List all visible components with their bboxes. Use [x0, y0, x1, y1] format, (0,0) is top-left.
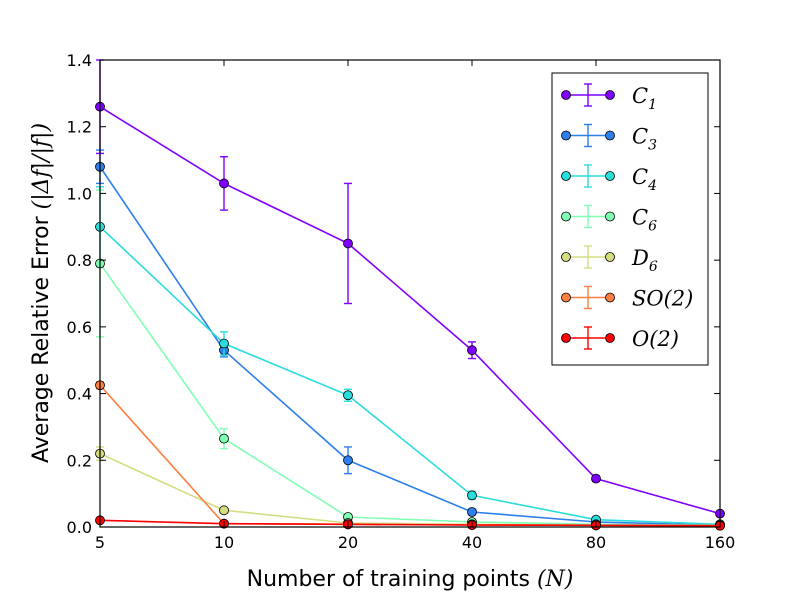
legend-entry: C4	[561, 164, 657, 194]
legend-marker	[605, 333, 615, 343]
x-tick-label: 10	[214, 533, 234, 552]
legend-label-main: O	[632, 327, 649, 351]
legend-label-sub: 6	[648, 219, 657, 235]
y-tick-label: 0.2	[67, 451, 92, 470]
legend-entry: C3	[561, 123, 657, 154]
x-axis-title: Number of training points (N)	[247, 567, 574, 592]
legend-label-main: C	[632, 165, 648, 189]
x-tick-label: 5	[95, 533, 105, 552]
legend-label-sub: 1	[648, 97, 657, 113]
y-tick-label: 0.4	[67, 385, 92, 404]
x-tick-label: 40	[462, 533, 482, 552]
y-tick-label: 0.0	[67, 518, 92, 537]
legend-entry: C1	[561, 83, 657, 113]
legend-label-main: C	[632, 125, 648, 149]
series-c1	[95, 59, 725, 519]
legend-label: C4	[632, 165, 657, 194]
legend-label-sub: 4	[647, 178, 657, 194]
series-line	[99, 166, 721, 527]
y-tick-label: 1.2	[67, 118, 92, 137]
data-point	[219, 505, 229, 516]
legend-label: C6	[632, 206, 657, 235]
data-point	[467, 345, 477, 356]
legend-label-main: C	[632, 84, 648, 108]
legend-label-main: C	[632, 206, 648, 230]
data-point	[467, 507, 477, 517]
y-tick-label: 1.0	[67, 184, 92, 203]
legend-marker	[561, 211, 571, 222]
legend-label: C1	[632, 84, 657, 113]
series-line	[99, 106, 721, 515]
data-point	[343, 390, 353, 401]
x-tick-label: 20	[338, 533, 358, 552]
series-line	[99, 263, 721, 527]
data-point	[219, 433, 229, 444]
plot-frame	[99, 59, 721, 528]
legend-label-sub: 3	[648, 138, 657, 154]
series-line	[99, 226, 721, 526]
legend-label-tail: (2)	[649, 327, 679, 351]
legend-marker	[561, 333, 571, 343]
data-point	[343, 238, 353, 249]
legend-label: C3	[632, 125, 657, 154]
legend-label: SO(2)	[632, 287, 693, 311]
legend-label-sub: 6	[649, 259, 658, 275]
legend-marker	[561, 90, 571, 100]
legend-marker	[605, 292, 615, 303]
data-point	[219, 178, 229, 189]
y-axis-title: Average Relative Error (|Δf|/|f|)	[29, 123, 54, 463]
y-tick-label: 1.4	[67, 51, 92, 70]
legend-label-tail: (2)	[664, 287, 694, 311]
x-tick-label: 160	[705, 533, 736, 552]
data-point	[591, 473, 601, 484]
x-tick-label: 80	[586, 533, 606, 552]
data-point	[343, 455, 353, 466]
data-point	[467, 490, 477, 501]
legend-label-main: D	[631, 246, 649, 270]
legend-marker	[561, 171, 571, 181]
legend-marker	[561, 130, 571, 141]
legend-marker	[605, 171, 615, 181]
legend-label: O(2)	[632, 327, 679, 351]
legend-marker	[561, 292, 571, 303]
data-point	[219, 338, 229, 349]
legend-entry: C6	[561, 204, 657, 235]
y-tick-label: 0.8	[67, 251, 92, 270]
legend-label-main: SO	[632, 287, 664, 311]
legend-box	[551, 72, 709, 366]
legend-label: D6	[631, 246, 658, 275]
legend-marker	[605, 90, 615, 100]
y-tick-label: 0.6	[67, 318, 92, 337]
legend-marker	[605, 252, 615, 262]
legend-entry: SO(2)	[561, 285, 693, 311]
ticks-layer: 0.0 0.2 0.4 0.6 0.8 1.0 1.2 1.4 5 10 20 40 80 160	[67, 51, 736, 552]
legend-entry: D6	[561, 245, 658, 275]
legend-marker	[605, 130, 615, 141]
legend-marker	[561, 252, 571, 262]
legend-marker	[605, 211, 615, 222]
series-line	[99, 519, 721, 527]
legend-entry: O(2)	[561, 326, 679, 351]
